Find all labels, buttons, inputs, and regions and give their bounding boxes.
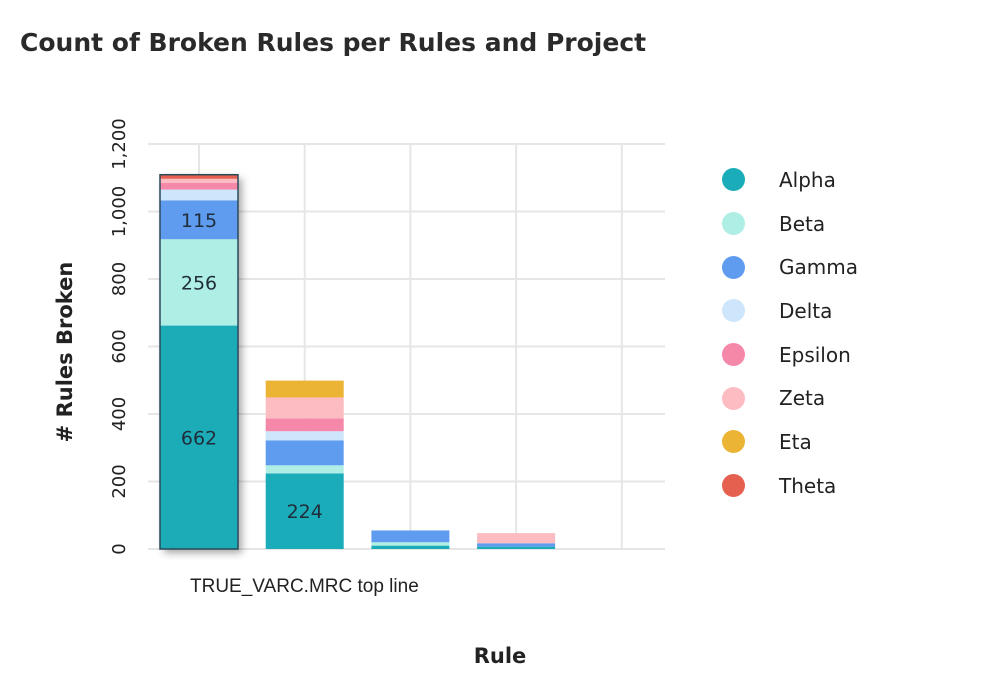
y-tick-label: 1,200 <box>109 118 130 170</box>
legend-label: Gamma <box>779 255 858 280</box>
bar-segment-alpha[interactable] <box>371 545 450 549</box>
bar-highlight-outline <box>159 173 239 550</box>
bar-segment-delta[interactable] <box>265 431 344 441</box>
bar-segment-epsilon[interactable] <box>160 182 238 190</box>
legend-swatch-icon <box>722 343 745 367</box>
bar-segment-zeta[interactable] <box>160 178 238 183</box>
legend-swatch-icon <box>722 430 745 454</box>
legend-label: Delta <box>779 298 833 323</box>
y-tick-label: 200 <box>109 464 130 498</box>
bar-segment-alpha[interactable] <box>160 325 238 549</box>
legend-label: Eta <box>779 429 812 454</box>
bar-stack[interactable] <box>477 533 556 549</box>
legend-item-beta[interactable]: Beta <box>722 202 858 246</box>
bar-segment-zeta[interactable] <box>477 533 556 544</box>
bar-segment-eta[interactable] <box>265 380 344 398</box>
x-axis-label: Rule <box>474 644 527 668</box>
bar-segment-gamma[interactable] <box>371 530 450 543</box>
x-tick-label: TRUE_VARC.MRC top line <box>190 576 419 597</box>
bar-segment-gamma[interactable] <box>477 543 556 547</box>
bar-stack[interactable] <box>160 174 238 549</box>
legend-swatch-icon <box>722 474 745 498</box>
legend-swatch-icon <box>722 299 745 323</box>
y-tick-label: 800 <box>109 262 130 296</box>
bar-segment-gamma[interactable] <box>265 440 344 466</box>
bar-segment-epsilon[interactable] <box>265 418 344 432</box>
legend: Alpha Beta Gamma Delta Epsilon Zeta Eta Theta <box>722 158 858 508</box>
chart-title: Count of Broken Rules per Rules and Proj… <box>20 28 647 57</box>
bar-stack[interactable] <box>265 380 344 549</box>
bar-segment-theta[interactable] <box>160 174 238 179</box>
bar-segment-zeta[interactable] <box>265 397 344 419</box>
legend-item-epsilon[interactable]: Epsilon <box>722 333 858 377</box>
legend-swatch-icon <box>722 255 745 279</box>
y-tick-label: 400 <box>109 397 130 431</box>
bar-segment-delta[interactable] <box>160 189 238 201</box>
data-label: 662 <box>181 427 217 449</box>
legend-swatch-icon <box>722 386 745 410</box>
legend-item-eta[interactable]: Eta <box>722 420 858 464</box>
legend-item-alpha[interactable]: Alpha <box>722 158 858 202</box>
legend-item-delta[interactable]: Delta <box>722 289 858 333</box>
legend-item-gamma[interactable]: Gamma <box>722 245 858 289</box>
bar-segment-beta[interactable] <box>371 542 450 546</box>
y-tick-label: 1,000 <box>109 186 130 238</box>
data-label: 115 <box>181 210 217 232</box>
bar-segment-beta[interactable] <box>160 239 238 326</box>
legend-label: Alpha <box>779 167 836 192</box>
bar-segment-alpha[interactable] <box>265 473 344 549</box>
legend-label: Zeta <box>779 386 826 411</box>
bar-segment-gamma[interactable] <box>160 200 238 240</box>
data-label: 256 <box>181 272 217 294</box>
legend-swatch-icon <box>722 212 745 236</box>
bar-segment-beta[interactable] <box>265 465 344 474</box>
legend-swatch-icon <box>722 168 745 192</box>
data-label: 224 <box>287 501 323 523</box>
y-tick-label: 0 <box>109 543 130 554</box>
legend-item-theta[interactable]: Theta <box>722 464 858 508</box>
y-tick-label: 600 <box>109 329 130 363</box>
legend-label: Theta <box>779 473 837 498</box>
legend-label: Beta <box>779 211 826 236</box>
legend-item-zeta[interactable]: Zeta <box>722 376 858 420</box>
bar-stack[interactable] <box>371 530 450 549</box>
y-axis-label: # Rules Broken <box>53 262 77 443</box>
bar-segment-alpha[interactable] <box>477 546 556 549</box>
legend-label: Epsilon <box>779 342 851 367</box>
